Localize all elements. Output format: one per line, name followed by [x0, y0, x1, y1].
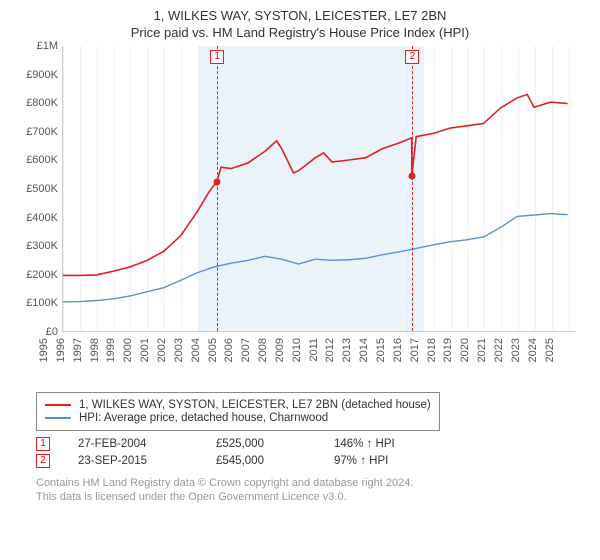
series-line — [63, 214, 568, 302]
attribution-line: This data is licensed under the Open Gov… — [36, 490, 586, 504]
sale-row: 2 23-SEP-2015 £545,000 97% ↑ HPI — [36, 454, 586, 468]
legend-swatch — [45, 404, 71, 406]
sales-table: 1 27-FEB-2004 £525,000 146% ↑ HPI 2 23-SEP-20… — [36, 437, 586, 468]
sale-date: 23-SEP-2015 — [78, 455, 188, 467]
series-line — [63, 94, 568, 275]
y-tick-label: £100K — [14, 297, 58, 309]
sale-marker-2: 2 — [405, 50, 419, 64]
y-tick-label: £200K — [14, 269, 58, 281]
legend-label: 1, WILKES WAY, SYSTON, LEICESTER, LE7 2B… — [79, 399, 431, 411]
sale-dot — [214, 178, 221, 185]
sale-date: 27-FEB-2004 — [78, 438, 188, 450]
plot-area: 12 — [62, 46, 576, 332]
y-tick-label: £900K — [14, 69, 58, 81]
legend-label: HPI: Average price, detached house, Char… — [79, 412, 328, 424]
y-tick-label: £1M — [14, 40, 58, 52]
y-tick-label: £600K — [14, 154, 58, 166]
x-tick-label: 2025 — [544, 338, 592, 362]
y-tick-label: £400K — [14, 212, 58, 224]
y-tick-label: £300K — [14, 240, 58, 252]
sale-marker-1: 1 — [210, 50, 224, 64]
chart-subtitle: Price paid vs. HM Land Registry's House … — [14, 25, 586, 40]
chart-title: 1, WILKES WAY, SYSTON, LEICESTER, LE7 2B… — [14, 8, 586, 23]
sale-hpi-delta: 146% ↑ HPI — [334, 438, 395, 450]
sale-row: 1 27-FEB-2004 £525,000 146% ↑ HPI — [36, 437, 586, 451]
attribution-line: Contains HM Land Registry data © Crown c… — [36, 476, 586, 490]
legend-row: 1, WILKES WAY, SYSTON, LEICESTER, LE7 2B… — [45, 399, 431, 411]
sale-row-marker: 1 — [36, 437, 50, 451]
y-tick-label: £700K — [14, 126, 58, 138]
sale-row-marker: 2 — [36, 454, 50, 468]
legend-row: HPI: Average price, detached house, Char… — [45, 412, 431, 424]
y-tick-label: £800K — [14, 97, 58, 109]
attribution: Contains HM Land Registry data © Crown c… — [36, 476, 586, 505]
y-tick-label: £500K — [14, 183, 58, 195]
chart: 12 1995199619971998199920002001200220032… — [14, 46, 586, 386]
legend: 1, WILKES WAY, SYSTON, LEICESTER, LE7 2B… — [36, 392, 440, 431]
y-tick-label: £0 — [14, 326, 58, 338]
sale-hpi-delta: 97% ↑ HPI — [334, 455, 388, 467]
sale-price: £525,000 — [216, 438, 306, 450]
sale-dot — [409, 173, 416, 180]
sale-price: £545,000 — [216, 455, 306, 467]
legend-swatch — [45, 417, 71, 419]
chart-svg — [63, 46, 576, 331]
